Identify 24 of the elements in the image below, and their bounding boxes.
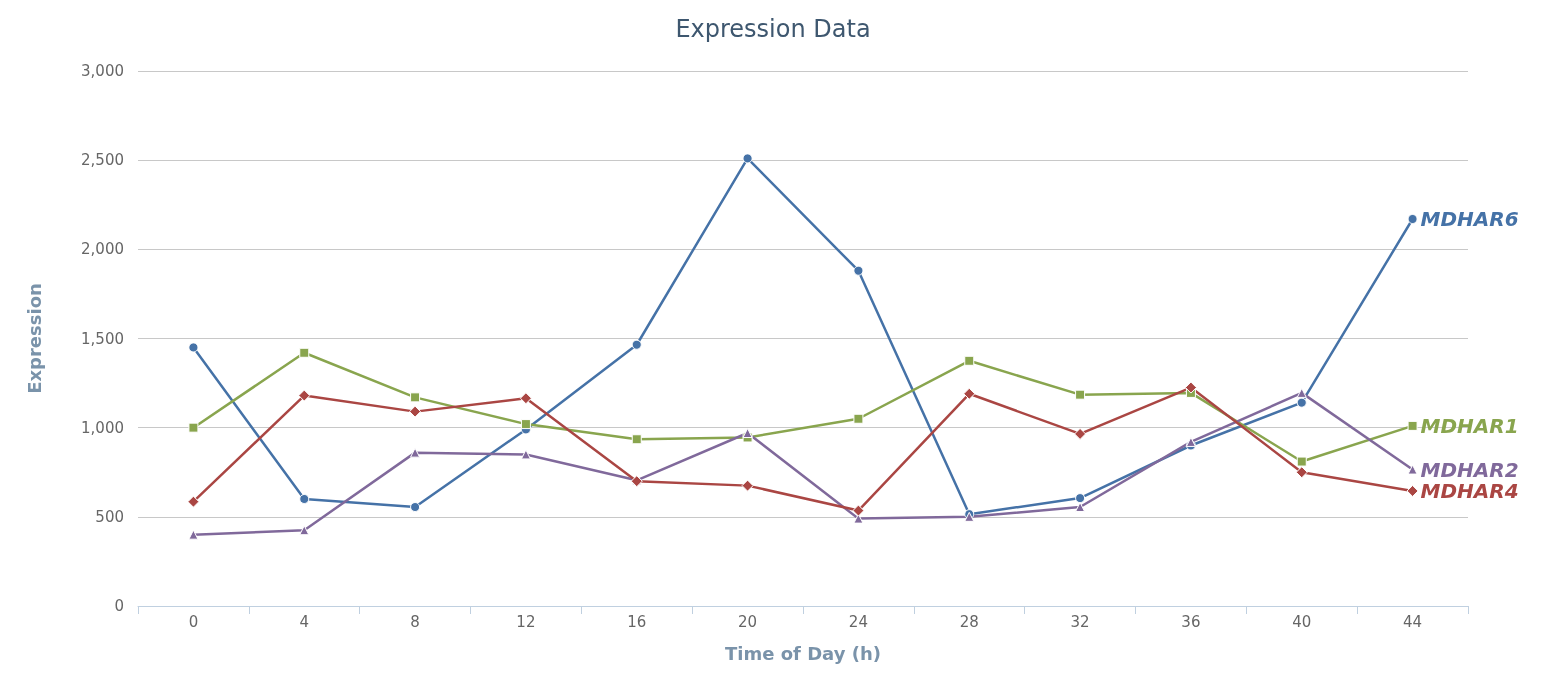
x-tick-label: 24: [848, 612, 868, 631]
x-tick-label: 0: [188, 612, 199, 631]
y-tick-label: 2,500: [81, 151, 124, 170]
x-tick-label: 12: [516, 612, 536, 631]
y-tick-label: 0: [114, 597, 124, 615]
x-tick-label: 8: [410, 612, 420, 631]
x-tick-label: 4: [299, 612, 310, 631]
series-label: MDHAR6: [1420, 207, 1519, 232]
x-tick-label: 20: [738, 612, 758, 631]
x-tick-label: 28: [959, 612, 979, 631]
series-label: MDHAR1: [1420, 413, 1519, 438]
x-tick-label: 40: [1292, 612, 1312, 631]
x-tick-label: 32: [1070, 612, 1090, 631]
y-tick-label: 1,000: [81, 418, 124, 437]
y-tick-label: 500: [95, 507, 124, 526]
chart-title: Expression Data: [675, 15, 871, 43]
x-tick-label: 44: [1403, 612, 1423, 631]
x-axis-title: Time of Day (h): [725, 642, 881, 664]
y-tick-label: 1,500: [81, 329, 124, 348]
y-tick-label: 2,000: [81, 240, 124, 259]
x-tick-label: 36: [1181, 612, 1201, 631]
y-axis-title: Expression: [23, 283, 45, 394]
y-tick-label: 3,000: [81, 62, 124, 80]
x-tick-label: 16: [627, 612, 647, 631]
